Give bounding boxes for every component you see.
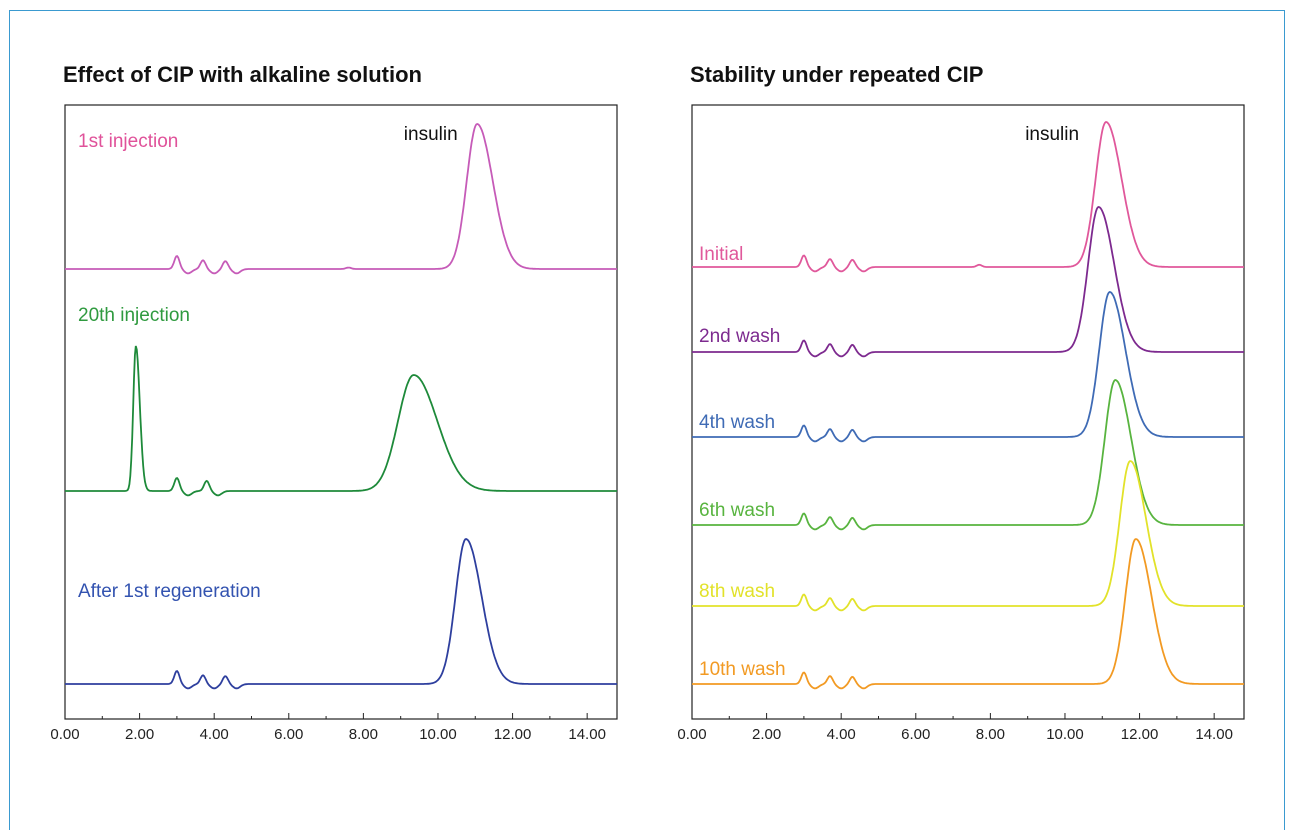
series-line [692, 121, 1244, 273]
chart-left: 0.00 2.00 4.00 6.00 8.00 10.00 12.00 14.00 1st i… [50, 104, 618, 743]
x-tick-label: 0.00 [677, 726, 706, 743]
series-label: 4th wash [699, 412, 775, 433]
series-label: 10th wash [699, 659, 786, 680]
x-tick-label: 6.00 [274, 726, 303, 743]
series-label: 1st injection [78, 131, 178, 152]
series-label: 20th injection [78, 305, 190, 326]
series-label: 8th wash [699, 581, 775, 602]
series-line [65, 345, 617, 497]
x-tick-label: 4.00 [200, 726, 229, 743]
x-tick-label: 10.00 [1046, 726, 1084, 743]
x-tick-label: 4.00 [827, 726, 856, 743]
x-tick-label: 8.00 [349, 726, 378, 743]
x-tick-label: 14.00 [1195, 726, 1233, 743]
series-line [692, 291, 1244, 443]
series-label: Initial [699, 244, 743, 265]
chart-right: 0.00 2.00 4.00 6.00 8.00 10.00 12.00 14.00 Initi… [677, 104, 1245, 743]
chart-title-right: Stability under repeated CIP [690, 62, 984, 87]
x-tick-label: 0.00 [50, 726, 79, 743]
x-tick-label: 2.00 [125, 726, 154, 743]
plot-frame [64, 104, 618, 720]
series-line [692, 379, 1244, 531]
series-line [65, 538, 617, 690]
x-tick-label: 12.00 [494, 726, 532, 743]
figure-frame [9, 10, 1285, 830]
x-tick-label: 10.00 [419, 726, 457, 743]
series-label: 6th wash [699, 500, 775, 521]
insulin-annotation: insulin [404, 124, 458, 145]
x-tick-label: 12.00 [1121, 726, 1159, 743]
series-line [65, 123, 617, 275]
x-tick-label: 2.00 [752, 726, 781, 743]
x-tick-label: 6.00 [901, 726, 930, 743]
x-tick-label: 14.00 [568, 726, 606, 743]
series-line [692, 206, 1244, 358]
chart-title-left: Effect of CIP with alkaline solution [63, 62, 422, 87]
insulin-annotation: insulin [1025, 124, 1079, 145]
x-tick-label: 8.00 [976, 726, 1005, 743]
plot-frame [691, 104, 1245, 720]
series-line [692, 460, 1244, 612]
series-label: After 1st regeneration [78, 581, 261, 602]
series-label: 2nd wash [699, 326, 780, 347]
series-line [692, 538, 1244, 690]
